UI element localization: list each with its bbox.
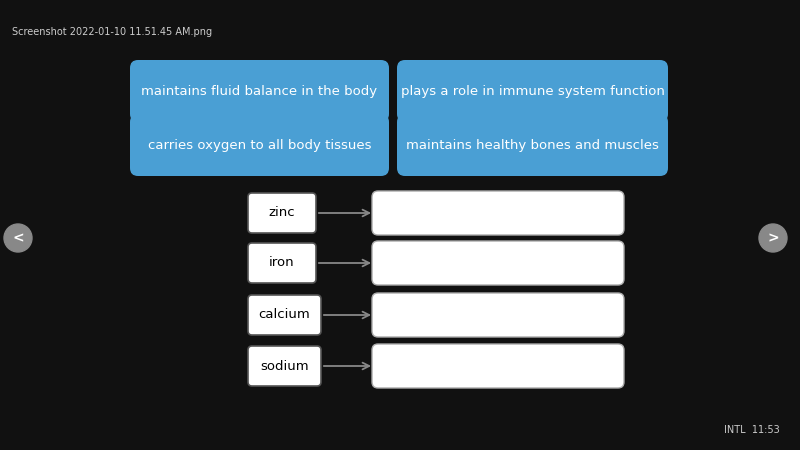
FancyBboxPatch shape <box>248 346 321 386</box>
Text: plays a role in immune system function: plays a role in immune system function <box>401 85 665 98</box>
Circle shape <box>759 224 787 252</box>
Text: iron: iron <box>269 256 295 270</box>
FancyBboxPatch shape <box>130 60 389 122</box>
FancyBboxPatch shape <box>372 191 624 235</box>
Text: <: < <box>12 231 24 245</box>
Circle shape <box>4 224 32 252</box>
FancyBboxPatch shape <box>372 293 624 337</box>
Text: >: > <box>767 231 779 245</box>
FancyBboxPatch shape <box>372 241 624 285</box>
FancyBboxPatch shape <box>248 295 321 335</box>
Text: maintains fluid balance in the body: maintains fluid balance in the body <box>142 85 378 98</box>
Text: Screenshot 2022-01-10 11.51.45 AM.png: Screenshot 2022-01-10 11.51.45 AM.png <box>12 27 212 37</box>
FancyBboxPatch shape <box>397 114 668 176</box>
Text: maintains healthy bones and muscles: maintains healthy bones and muscles <box>406 139 659 152</box>
FancyBboxPatch shape <box>130 114 389 176</box>
Text: INTL  11:53: INTL 11:53 <box>724 425 780 435</box>
Text: sodium: sodium <box>260 360 309 373</box>
Text: carries oxygen to all body tissues: carries oxygen to all body tissues <box>148 139 371 152</box>
FancyBboxPatch shape <box>248 193 316 233</box>
Text: zinc: zinc <box>269 207 295 220</box>
FancyBboxPatch shape <box>397 60 668 122</box>
FancyBboxPatch shape <box>248 243 316 283</box>
FancyBboxPatch shape <box>372 344 624 388</box>
Text: calcium: calcium <box>258 309 310 321</box>
